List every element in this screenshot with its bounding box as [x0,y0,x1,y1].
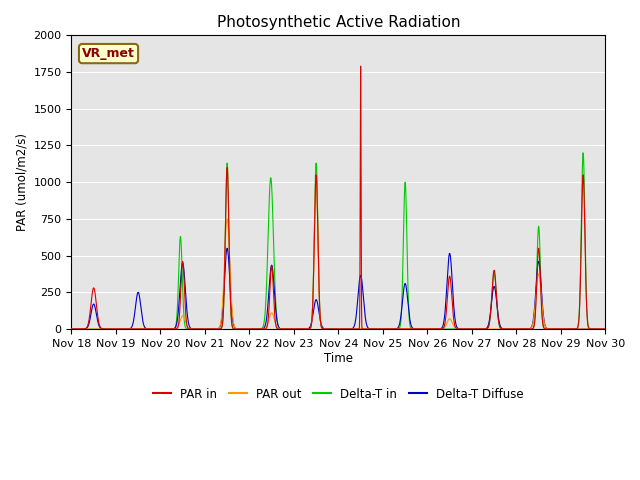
Title: Photosynthetic Active Radiation: Photosynthetic Active Radiation [216,15,460,30]
Text: VR_met: VR_met [82,47,135,60]
X-axis label: Time: Time [324,351,353,364]
Y-axis label: PAR (umol/m2/s): PAR (umol/m2/s) [15,133,28,231]
Legend: PAR in, PAR out, Delta-T in, Delta-T Diffuse: PAR in, PAR out, Delta-T in, Delta-T Dif… [148,383,529,405]
